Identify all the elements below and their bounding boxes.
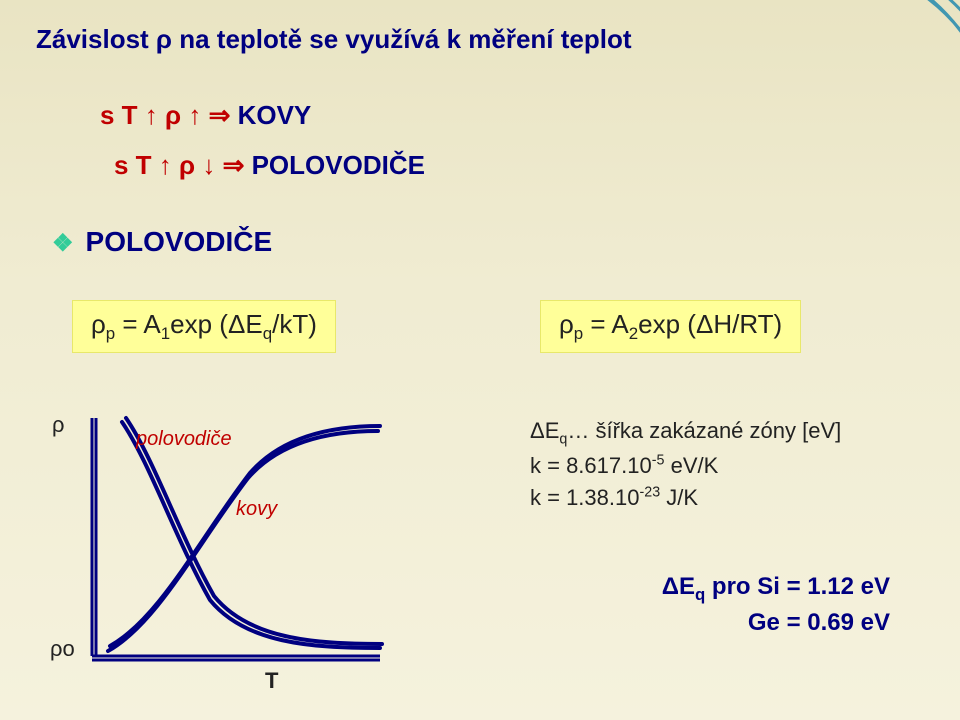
- resistivity-vs-temperature-chart: ρ ρo T polovodiče kovy: [50, 408, 410, 698]
- relation-line-metals: s T ↑ ρ ↑ ⇒ KOVY: [100, 100, 311, 131]
- corner-swirl-decoration: [680, 0, 960, 220]
- constants-block: ΔEq… šířka zakázané zóny [eV] k = 8.617.…: [530, 415, 841, 514]
- formula-box-left: ρp = A1exp (ΔEq/kT): [72, 300, 336, 353]
- bandgap-info: ΔEq pro Si = 1.12 eV Ge = 0.69 eV: [570, 570, 890, 640]
- curve-label-metals: kovy: [236, 498, 277, 521]
- bullet-diamond-icon: ❖: [52, 230, 74, 257]
- formula-box-right: ρp = A2exp (ΔH/RT): [540, 300, 801, 353]
- section-heading: ❖POLOVODIČE: [52, 226, 272, 258]
- y-axis-origin-label: ρo: [50, 636, 75, 662]
- slide-container: Závislost ρ na teplotě se využívá k měře…: [0, 0, 960, 720]
- curve-label-semiconductors: polovodiče: [136, 428, 232, 451]
- x-axis-label: T: [265, 668, 278, 694]
- y-axis-label: ρ: [52, 412, 65, 438]
- relation-line-semiconductors: s T ↑ ρ ↓ ⇒ POLOVODIČE: [114, 150, 425, 181]
- slide-title: Závislost ρ na teplotě se využívá k měře…: [36, 24, 632, 55]
